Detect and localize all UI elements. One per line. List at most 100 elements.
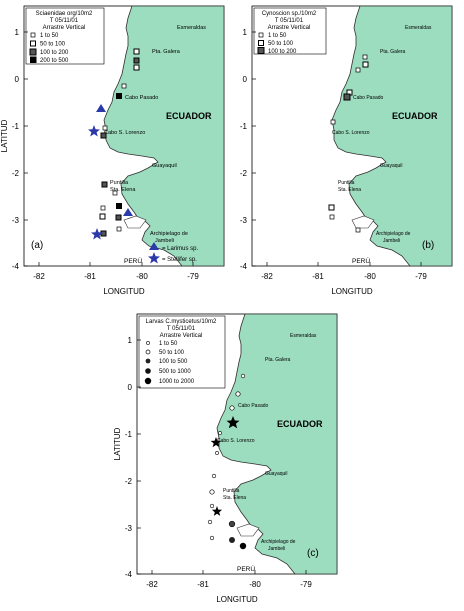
y-tick-label: -4 [12, 262, 20, 271]
species-markers [88, 104, 160, 264]
x-tick-label: -80 [364, 272, 376, 281]
y-axis: 1 0 -1 -2 -3 -4 LATITUD [113, 336, 141, 579]
place-esmeraldas: Esmeraldas [290, 333, 317, 339]
star-marker [88, 125, 100, 137]
panel-label: (c) [307, 548, 319, 559]
station-marker [215, 451, 219, 455]
station-markers [207, 373, 247, 550]
y-tick-label: 1 [15, 28, 20, 37]
station-marker [362, 54, 368, 60]
place-jambeli: Jambeli [155, 238, 174, 244]
station-marker [239, 542, 247, 550]
x-tick-label: -79 [415, 272, 427, 281]
legend-item-2: 50 to 100 [40, 42, 66, 48]
x-tick-label: -80 [136, 272, 148, 281]
country-label: ECUADOR [277, 419, 323, 429]
legend-item-1: 1 to 50 [159, 341, 178, 347]
station-marker [102, 125, 108, 131]
x-axis-title: LONGITUD [331, 287, 373, 296]
station-marker [99, 213, 106, 220]
station-marker [116, 93, 122, 99]
y-tick-label: -1 [240, 122, 248, 131]
station-marker [133, 48, 140, 55]
place-pasado: Cabo Pasado [238, 403, 269, 409]
place-jambeli: Jambeli [268, 546, 285, 552]
species-legend-2: = Stellifer sp. [162, 257, 197, 263]
place-guayaquil: Guayaquil [152, 163, 177, 169]
y-tick-label: -4 [240, 262, 248, 271]
station-marker [207, 519, 213, 525]
place-archipielago: Archipielago de [376, 231, 411, 237]
country-label: ECUADOR [166, 111, 212, 121]
y-tick-label: 0 [243, 75, 248, 84]
legend-title-1: Sciaenidae org/10m2 [36, 11, 93, 17]
legend-item-1: 1 to 50 [40, 33, 59, 39]
y-tick-label: -2 [240, 169, 248, 178]
y-tick-label: -1 [125, 430, 133, 439]
panel-b: Cynoscion sp./10m2 T 05/11/01 Arrastre V… [240, 5, 453, 296]
triangle-marker [123, 208, 133, 216]
station-marker [343, 93, 351, 101]
x-tick-label: -81 [84, 272, 96, 281]
station-marker [355, 227, 361, 233]
legend-symbol-2 [258, 40, 264, 46]
legend-title-3: Arrastre Vertical [160, 333, 203, 339]
place-peru: PERÚ [124, 256, 142, 265]
station-marker [229, 537, 235, 543]
station-marker [209, 489, 215, 495]
legend-title-1: Cynoscion sp./10m2 [262, 11, 317, 17]
place-archipielago: Archipielago de [261, 539, 296, 545]
legend-title-2: T 05/11/01 [167, 326, 196, 332]
panel-a-legend: Sciaenidae org/10m2 T 05/11/01 Arrastre … [25, 7, 105, 65]
station-marker [121, 83, 127, 89]
legend-title-2: T 05/11/01 [50, 18, 79, 24]
place-puntilla: Puntilla [223, 488, 240, 494]
place-peru: PERÚ [237, 564, 255, 573]
legend-symbol-1 [146, 341, 150, 345]
legend-symbol-5 [144, 377, 152, 385]
y-axis-title: LATITUD [113, 427, 122, 460]
x-tick-label: -82 [33, 272, 45, 281]
y-tick-label: -3 [240, 216, 248, 225]
station-marker [112, 190, 118, 196]
x-tick-label: -82 [146, 580, 158, 589]
legend-item-3: 100 to 200 [268, 49, 297, 55]
y-tick-label: -3 [125, 524, 133, 533]
y-tick-label: 1 [128, 336, 133, 345]
y-axis: 1 0 -1 -2 -3 -4 [240, 28, 256, 271]
legend-symbol-2 [145, 349, 151, 355]
panel-label: (a) [31, 240, 43, 251]
place-pasado: Cabo Pasado [125, 95, 158, 101]
star-marker [211, 506, 223, 516]
place-esmeraldas: Esmeraldas [405, 25, 432, 31]
x-tick-label: -80 [249, 580, 261, 589]
y-tick-label: 0 [128, 383, 133, 392]
station-marker [100, 205, 106, 211]
place-lorenzo: Cabo S. Lorenzo [217, 438, 255, 444]
station-marker [116, 226, 122, 232]
x-axis: -82 -81 -80 -79 LONGITUD [146, 570, 312, 604]
place-puntilla: Puntilla [338, 180, 355, 186]
station-marker [101, 181, 108, 188]
station-markers [328, 54, 369, 233]
legend-title-2: T 05/11/01 [275, 18, 304, 24]
place-guayaquil: Guayaquil [380, 163, 403, 169]
place-esmeraldas: Esmeraldas [177, 25, 206, 31]
place-puntilla: Puntilla [110, 180, 129, 186]
x-axis-title: LONGITUD [103, 287, 145, 296]
legend-item-4: 200 to 500 [40, 58, 69, 64]
place-pasado: Cabo Pasado [353, 95, 384, 101]
place-galera: Pta. Galera [380, 49, 406, 55]
station-marker [329, 214, 335, 220]
y-tick-label: 1 [243, 28, 248, 37]
legend-symbol-1 [30, 32, 36, 38]
station-marker [211, 473, 217, 479]
place-jambeli: Jambeli [383, 238, 400, 244]
legend-title-3: Arrastre Vertical [43, 25, 86, 31]
legend-item-5: 1000 to 2000 [159, 379, 195, 385]
panel-b-legend: Cynoscion sp./10m2 T 05/11/01 Arrastre V… [253, 7, 327, 55]
legend-item-1: 1 to 50 [268, 33, 287, 39]
station-marker [228, 520, 236, 528]
legend-symbol-3 [145, 358, 151, 364]
